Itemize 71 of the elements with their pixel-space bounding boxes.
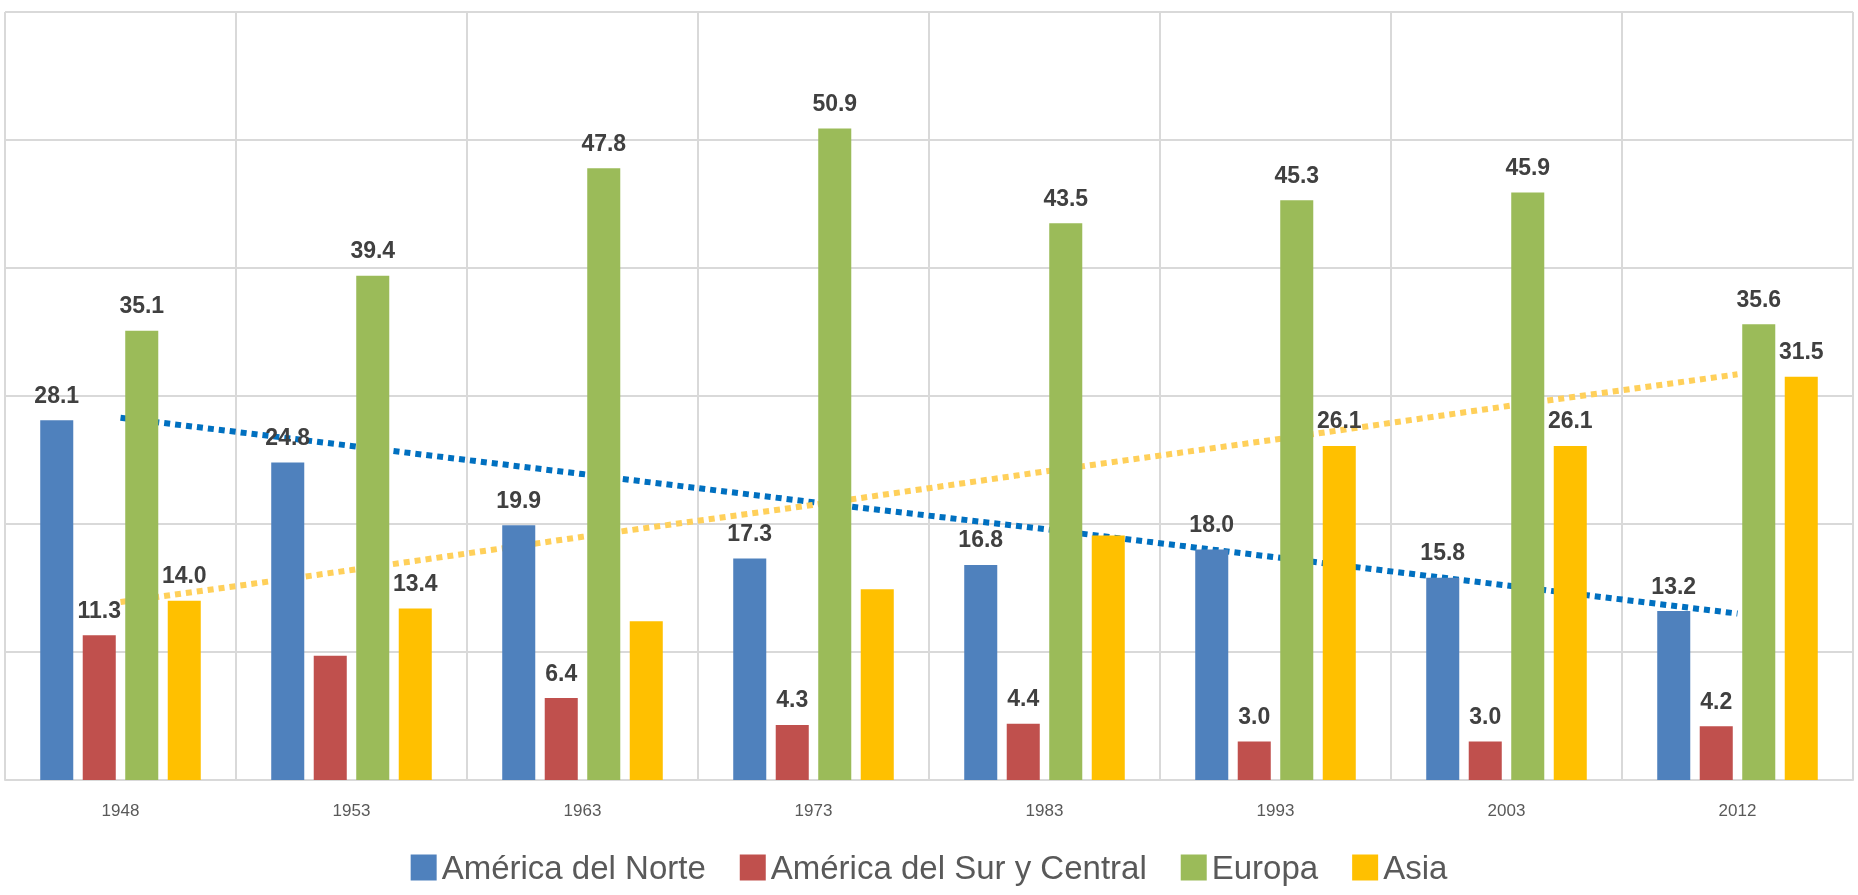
data-label: 50.9 (812, 89, 858, 116)
bar (82, 635, 116, 780)
bar (1511, 192, 1545, 780)
data-label: 35.6 (1736, 285, 1782, 312)
x-tick-label: 1953 (332, 801, 371, 820)
bar (1322, 445, 1356, 780)
data-label: 47.8 (581, 129, 627, 156)
data-label: 39.4 (350, 237, 396, 264)
bar (502, 525, 536, 780)
data-label: 15.8 (1420, 539, 1466, 566)
bar (775, 724, 809, 780)
data-label: 6.4 (545, 659, 578, 686)
bar (1742, 324, 1776, 780)
data-label: 45.9 (1505, 153, 1551, 180)
bar (629, 621, 663, 780)
data-label: 4.3 (776, 686, 809, 713)
data-label: 14.0 (161, 562, 207, 589)
bar (1237, 741, 1271, 780)
bar (544, 698, 578, 780)
bar (1195, 549, 1229, 780)
bar (271, 462, 305, 780)
bar (1280, 200, 1314, 780)
bar (1006, 723, 1040, 780)
data-label: 45.3 (1274, 161, 1320, 188)
data-label: 31.5 (1778, 338, 1824, 365)
bar (1091, 535, 1125, 780)
data-label: 3.0 (1238, 703, 1271, 730)
bar (818, 128, 852, 780)
bar (1699, 726, 1733, 780)
legend-label: América del Norte (441, 849, 706, 886)
bar (1049, 223, 1083, 780)
x-tick-label: 1983 (1025, 801, 1064, 820)
bar (733, 558, 767, 780)
bar (398, 608, 432, 780)
data-label: 18.0 (1189, 511, 1235, 538)
data-label: 26.1 (1316, 407, 1362, 434)
bar (313, 655, 347, 780)
bar (1426, 577, 1460, 780)
bar (860, 589, 894, 780)
bar (1657, 611, 1691, 780)
data-label: 13.4 (392, 569, 438, 596)
x-tick-label: 1993 (1256, 801, 1295, 820)
data-label: 28.1 (34, 381, 80, 408)
data-label: 35.1 (119, 292, 165, 319)
data-label: 3.0 (1469, 703, 1502, 730)
x-tick-label: 2003 (1487, 801, 1526, 820)
data-label: 26.1 (1547, 407, 1593, 434)
data-label: 43.5 (1043, 184, 1089, 211)
bar (356, 275, 390, 780)
bar (1553, 445, 1587, 780)
data-label: 19.9 (496, 486, 542, 513)
bar (1784, 376, 1818, 780)
data-label: 16.8 (958, 526, 1004, 553)
bar (167, 600, 201, 780)
x-tick-label: 1963 (563, 801, 602, 820)
data-label: 13.2 (1651, 572, 1697, 599)
data-label: 11.3 (77, 596, 121, 623)
data-label: 4.2 (1700, 687, 1733, 714)
bar (1468, 741, 1502, 780)
legend-label: Asia (1383, 849, 1448, 886)
x-tick-label: 2012 (1718, 801, 1757, 820)
bar (40, 420, 74, 780)
legend-label: América del Sur y Central (770, 849, 1147, 886)
bar (125, 330, 159, 780)
x-tick-label: 1973 (794, 801, 833, 820)
legend-label: Europa (1211, 849, 1319, 886)
x-tick-label: 1948 (101, 801, 140, 820)
bar (587, 168, 621, 780)
data-label: 17.3 (727, 520, 773, 547)
data-label: 4.4 (1007, 685, 1040, 712)
bar (964, 564, 998, 780)
